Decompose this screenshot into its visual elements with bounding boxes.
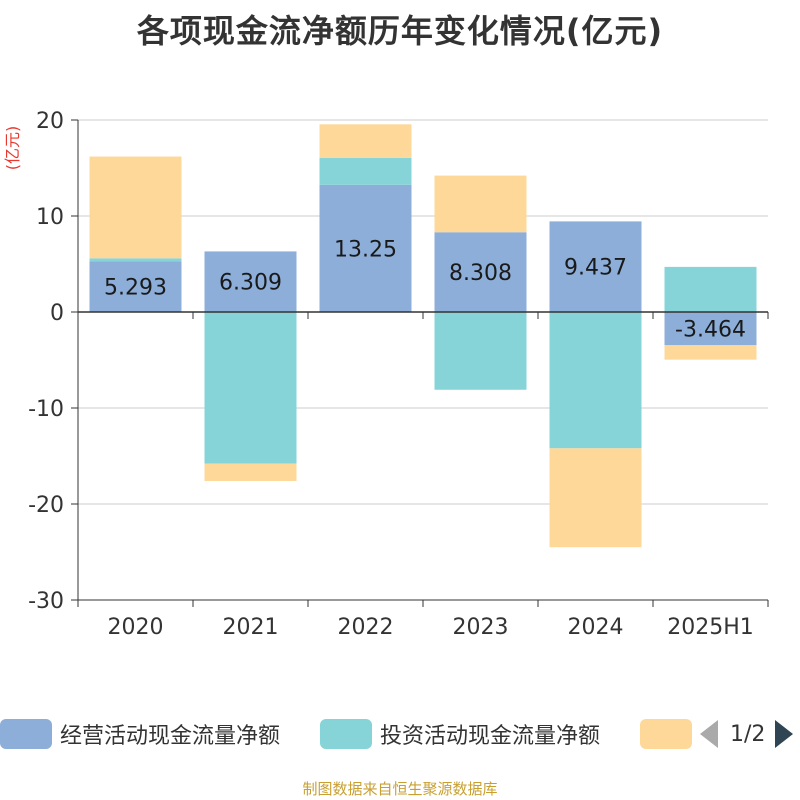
bar-series-2-2025H1 bbox=[664, 266, 757, 312]
legend: 经营活动现金流量净额 投资活动现金流量净额 bbox=[0, 716, 800, 756]
bar-series-2-2024 bbox=[549, 312, 642, 449]
data-label-2022: 13.25 bbox=[334, 237, 397, 262]
y-tick-label: 10 bbox=[36, 205, 64, 230]
bar-series-1-2024 bbox=[549, 221, 642, 312]
bar-series-3-2021 bbox=[204, 463, 297, 481]
bar-series-2-2022 bbox=[319, 157, 412, 185]
bar-series-1-2023 bbox=[434, 232, 527, 312]
x-tick-label: 2021 bbox=[223, 615, 279, 640]
legend-item[interactable]: 投资活动现金流量净额 bbox=[320, 716, 600, 752]
legend-pager: 1/2 bbox=[700, 716, 794, 752]
legend-swatch bbox=[640, 719, 692, 749]
bar-series-1-2020 bbox=[89, 261, 182, 312]
legend-item[interactable] bbox=[640, 716, 692, 752]
data-label-2021: 6.309 bbox=[219, 271, 282, 296]
bar-series-1-2022 bbox=[319, 184, 412, 312]
legend-label: 投资活动现金流量净额 bbox=[380, 724, 601, 749]
y-tick-label: -10 bbox=[28, 397, 64, 422]
y-tick-label: 0 bbox=[50, 301, 64, 326]
bar-series-1-2025H1 bbox=[664, 312, 757, 346]
x-tick-label: 2023 bbox=[453, 615, 509, 640]
bar-series-3-2024 bbox=[549, 448, 642, 548]
bar-series-3-2022 bbox=[319, 124, 412, 158]
y-axis-unit-label: (亿元) bbox=[3, 126, 22, 171]
data-label-2020: 5.293 bbox=[104, 276, 167, 301]
x-tick-label: 2025H1 bbox=[667, 615, 754, 640]
bar-series-3-2023 bbox=[434, 175, 527, 233]
y-tick-label: -20 bbox=[28, 493, 64, 518]
bar-series-2-2023 bbox=[434, 312, 527, 390]
legend-next-icon[interactable] bbox=[775, 720, 794, 748]
x-tick-label: 2020 bbox=[108, 615, 164, 640]
x-tick-label: 2022 bbox=[338, 615, 394, 640]
legend-swatch bbox=[0, 719, 52, 749]
legend-swatch bbox=[320, 719, 372, 749]
data-label-2023: 8.308 bbox=[449, 261, 512, 286]
source-note: 制图数据来自恒生聚源数据库 bbox=[302, 780, 498, 798]
legend-prev-icon[interactable] bbox=[700, 720, 718, 748]
bar-series-3-2020 bbox=[89, 156, 182, 259]
bar-series-1-2021 bbox=[204, 251, 297, 312]
y-tick-label: -30 bbox=[28, 589, 64, 614]
bar-series-2-2021 bbox=[204, 312, 297, 464]
chart-title: 各项现金流净额历年变化情况(亿元) bbox=[136, 12, 664, 50]
data-label-2024: 9.437 bbox=[564, 256, 627, 281]
legend-label: 经营活动现金流量净额 bbox=[60, 724, 281, 749]
bar-series-2-2020 bbox=[89, 258, 182, 262]
bar-series-3-2025H1 bbox=[664, 345, 757, 360]
legend-page-indicator: 1/2 bbox=[730, 721, 766, 747]
chart-canvas: 20 10 0 -10 -20 -30 (亿元) 2020 2021 2022 2023 2024 20… bbox=[3, 109, 769, 640]
data-label-2025H1: -3.464 bbox=[675, 318, 746, 343]
legend-item[interactable]: 经营活动现金流量净额 bbox=[0, 716, 280, 752]
y-tick-label: 20 bbox=[36, 109, 64, 134]
x-tick-label: 2024 bbox=[568, 615, 624, 640]
